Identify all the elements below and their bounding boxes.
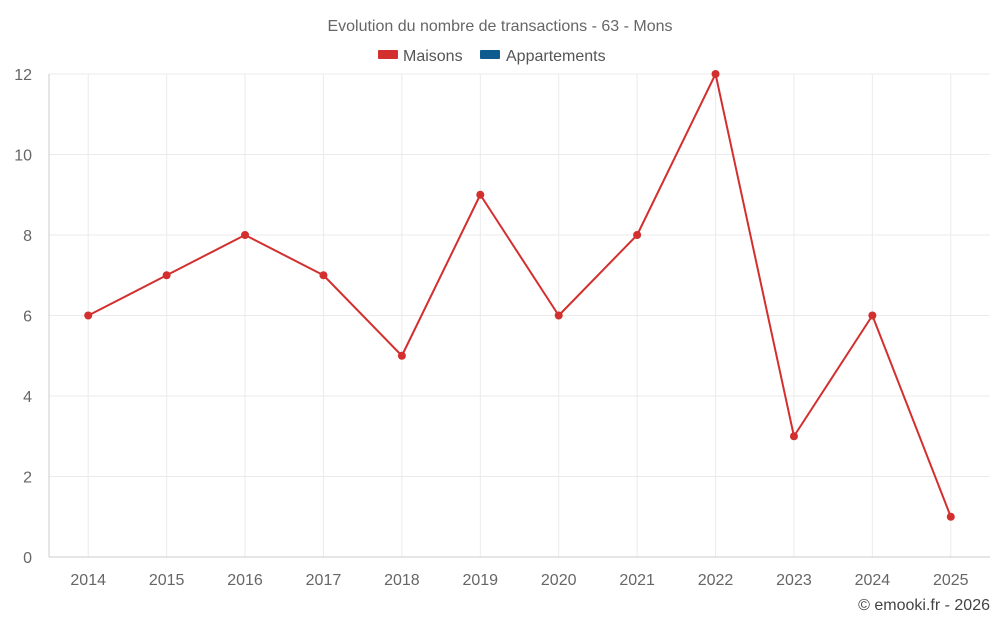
x-tick-label: 2014 (70, 572, 106, 589)
data-point-2021[interactable] (633, 231, 642, 239)
legend-swatch-maisons[interactable] (378, 50, 398, 59)
y-tick-label: 10 (14, 148, 32, 165)
x-tick-label: 2023 (776, 572, 812, 589)
x-tick-label: 2015 (149, 572, 185, 589)
legend-label-appartements[interactable]: Appartements (506, 48, 606, 65)
x-tick-label: 2020 (541, 572, 577, 589)
y-tick-label: 0 (23, 550, 32, 567)
y-tick-label: 4 (23, 389, 32, 406)
x-tick-label: 2025 (933, 572, 969, 589)
data-point-2017[interactable] (319, 271, 328, 280)
x-tick-label: 2022 (698, 572, 734, 589)
data-point-2014[interactable] (84, 311, 93, 320)
data-point-2018[interactable] (397, 351, 406, 360)
y-tick-label: 2 (23, 470, 32, 487)
x-tick-label: 2018 (384, 572, 420, 589)
x-tick-label: 2021 (619, 572, 655, 589)
data-point-2015[interactable] (162, 271, 171, 280)
data-point-2020[interactable] (554, 311, 563, 320)
legend-label-maisons[interactable]: Maisons (403, 48, 463, 65)
y-tick-label: 12 (14, 67, 32, 84)
x-tick-label: 2016 (227, 572, 263, 589)
x-tick-label: 2017 (306, 572, 342, 589)
x-tick-label: 2019 (462, 572, 498, 589)
y-tick-label: 6 (23, 309, 32, 326)
legend: Maisons Appartements (378, 48, 606, 65)
y-axis: 0 2 4 6 8 10 12 (14, 67, 50, 567)
series-layer (84, 70, 955, 521)
data-point-2016[interactable] (241, 231, 250, 239)
x-tick-label: 2024 (855, 572, 891, 589)
y-tick-label: 8 (23, 228, 32, 245)
x-axis: 2014 2015 2016 2017 2018 2019 2020 2021 2022 2023… (49, 556, 990, 589)
series-line-maisons (87, 73, 952, 518)
data-point-2019[interactable] (476, 190, 485, 199)
chart-title: Evolution du nombre de transactions - 63… (327, 18, 672, 35)
grid (49, 73, 990, 557)
legend-swatch-appartements[interactable] (480, 50, 500, 59)
data-point-2025[interactable] (946, 512, 955, 521)
data-point-2023[interactable] (789, 432, 798, 441)
credit-text: © emooki.fr - 2026 (858, 597, 990, 614)
data-point-2022[interactable] (711, 70, 720, 78)
data-point-2024[interactable] (868, 311, 877, 320)
